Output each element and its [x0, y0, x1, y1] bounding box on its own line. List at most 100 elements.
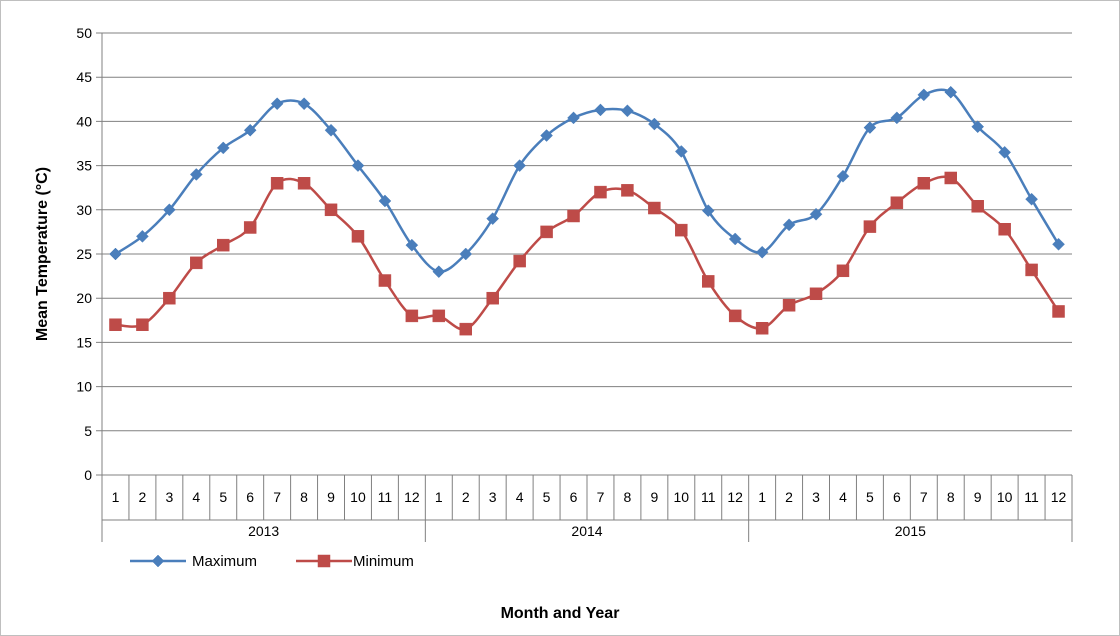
- data-point-minimum: [728, 309, 742, 323]
- x-tick-label-month: 7: [920, 489, 928, 505]
- data-point-maximum: [163, 203, 176, 217]
- data-point-maximum: [998, 145, 1011, 159]
- data-point-minimum: [136, 318, 149, 331]
- x-axis-title: Month and Year: [501, 605, 620, 622]
- data-point-maximum: [621, 104, 634, 118]
- data-point-maximum: [136, 229, 149, 243]
- data-point-maximum: [567, 111, 580, 125]
- x-tick-label-month: 3: [165, 489, 173, 505]
- data-point-minimum: [702, 275, 715, 288]
- x-tick-label-year: 2013: [248, 523, 279, 539]
- data-point-maximum: [189, 168, 203, 181]
- x-tick-label-month: 10: [350, 489, 366, 505]
- data-point-minimum: [243, 221, 257, 234]
- x-tick-label-month: 1: [435, 489, 443, 505]
- data-point-maximum: [351, 159, 365, 172]
- data-point-minimum: [782, 299, 796, 312]
- data-point-minimum: [944, 171, 957, 185]
- data-point-maximum: [243, 123, 257, 137]
- y-tick-label: 50: [76, 25, 92, 41]
- data-point-minimum: [567, 209, 580, 223]
- data-point-maximum: [863, 121, 877, 134]
- y-tick-label: 30: [76, 202, 92, 218]
- legend-marker: [151, 554, 165, 568]
- data-point-maximum: [701, 204, 715, 218]
- x-tick-label-month: 6: [246, 489, 254, 505]
- data-point-minimum: [890, 196, 904, 209]
- legend-entry-minimum: Minimum: [296, 553, 414, 570]
- data-point-maximum: [917, 88, 931, 102]
- x-tick-label-month: 4: [516, 489, 524, 505]
- data-point-minimum: [648, 201, 661, 215]
- data-point-minimum: [351, 230, 365, 243]
- data-point-maximum: [109, 247, 122, 261]
- data-point-maximum: [944, 85, 958, 99]
- x-tick-label-month: 11: [378, 489, 393, 505]
- x-tick-label-month: 9: [974, 489, 982, 505]
- y-tick-label: 5: [84, 423, 92, 439]
- x-tick-label-month: 6: [893, 489, 901, 505]
- data-point-minimum: [190, 256, 203, 270]
- y-tick-label: 10: [76, 379, 92, 395]
- x-tick-label-month: 4: [192, 489, 200, 505]
- x-tick-label-month: 9: [650, 489, 658, 505]
- data-point-maximum: [890, 111, 904, 125]
- x-tick-label-month: 12: [727, 489, 743, 505]
- data-point-minimum: [324, 203, 338, 217]
- x-tick-label-month: 2: [462, 489, 470, 505]
- y-tick-label: 20: [76, 290, 92, 306]
- data-point-minimum: [755, 322, 769, 335]
- x-tick-label-month: 2: [785, 489, 793, 505]
- data-point-maximum: [540, 129, 553, 142]
- data-point-maximum: [486, 212, 500, 225]
- data-point-minimum: [459, 322, 472, 336]
- y-tick-label: 45: [76, 69, 92, 85]
- y-tick-label: 40: [76, 113, 92, 129]
- series-maximum: [109, 85, 1065, 279]
- data-point-minimum: [109, 318, 122, 331]
- data-point-maximum: [594, 103, 607, 117]
- data-point-maximum: [216, 141, 230, 155]
- data-point-minimum: [297, 177, 311, 190]
- data-point-maximum: [1025, 192, 1038, 206]
- data-point-maximum: [809, 207, 823, 221]
- data-point-minimum: [540, 225, 553, 239]
- data-point-minimum: [836, 264, 850, 278]
- data-point-maximum: [513, 159, 526, 172]
- x-tick-label-month: 2: [139, 489, 147, 505]
- x-tick-label-month: 8: [624, 489, 632, 505]
- data-point-minimum: [513, 254, 526, 268]
- data-point-minimum: [917, 177, 931, 190]
- x-tick-label-month: 5: [866, 489, 874, 505]
- data-point-maximum: [674, 145, 688, 158]
- data-point-maximum: [971, 120, 985, 134]
- legend-marker: [317, 554, 331, 568]
- x-tick-label-month: 1: [758, 489, 766, 505]
- y-tick-label: 0: [84, 467, 92, 483]
- series-group: [109, 85, 1065, 336]
- data-point-maximum: [782, 218, 796, 232]
- x-tick-label-month: 3: [812, 489, 820, 505]
- y-tick-label: 15: [76, 334, 92, 350]
- data-point-maximum: [405, 238, 419, 252]
- x-tick-label-month: 11: [1024, 489, 1039, 505]
- data-point-minimum: [378, 274, 392, 287]
- data-point-minimum: [217, 238, 230, 252]
- data-point-minimum: [405, 309, 419, 323]
- data-point-maximum: [297, 97, 311, 111]
- x-tick-label-month: 12: [1051, 489, 1067, 505]
- y-axis-title: Mean Temperature (°C): [34, 167, 51, 341]
- x-tick-label-month: 3: [489, 489, 497, 505]
- data-point-minimum: [594, 185, 607, 199]
- data-point-minimum: [998, 222, 1011, 236]
- x-tick-label-month: 7: [273, 489, 281, 505]
- data-point-maximum: [755, 245, 769, 259]
- data-point-maximum: [836, 169, 850, 183]
- data-point-maximum: [1052, 237, 1065, 251]
- x-tick-label-month: 4: [839, 489, 847, 505]
- data-point-minimum: [863, 220, 877, 233]
